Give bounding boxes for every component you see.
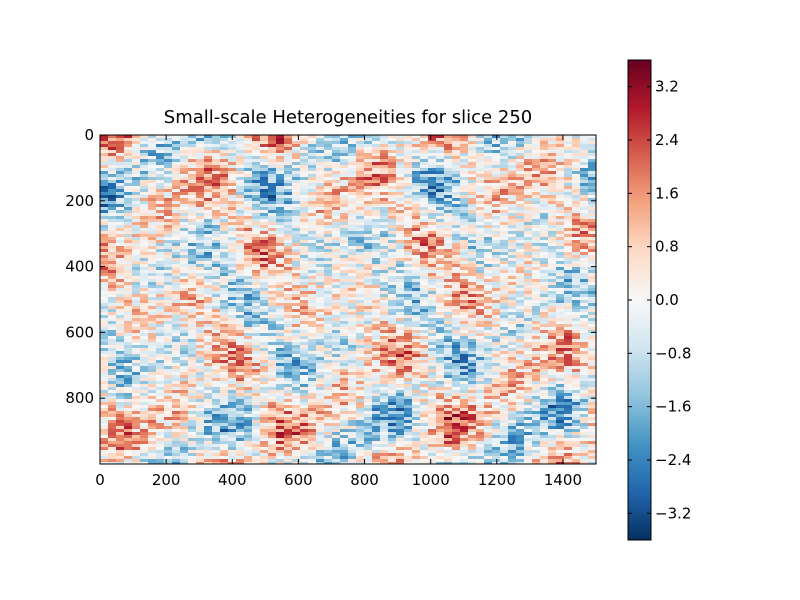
colorbar-tick-label: 0.0 (655, 291, 679, 309)
y-axis-ticks: 0 200 400 600 800 (65, 126, 596, 407)
y-tick-label: 0 (84, 126, 94, 144)
colorbar-tick-label: −0.8 (655, 344, 691, 362)
x-tick-label: 800 (350, 471, 379, 489)
plot-frame (99, 134, 597, 465)
x-tick-label: 600 (284, 471, 313, 489)
chart-title: Small-scale Heterogeneities for slice 25… (164, 107, 532, 128)
colorbar-tick-label: 1.6 (655, 184, 679, 202)
y-tick-label: 400 (65, 258, 94, 276)
y-tick-label: 800 (65, 389, 94, 407)
colorbar-tick-label: 0.8 (655, 238, 679, 256)
x-axis-ticks: 0 200 400 600 800 1000 1200 1400 (95, 135, 582, 489)
colorbar: 3.2 2.4 1.6 0.8 0.0 −0.8 −1.6 −2.4 −3.2 (627, 59, 691, 541)
x-tick-label: 0 (95, 471, 105, 489)
x-tick-label: 1200 (478, 471, 516, 489)
colorbar-ticks: 3.2 2.4 1.6 0.8 0.0 −0.8 −1.6 −2.4 −3.2 (628, 78, 691, 522)
colorbar-tick-label: −2.4 (655, 451, 691, 469)
colorbar-tick-label: −3.2 (655, 504, 691, 522)
heatmap-image (100, 135, 596, 464)
x-tick-label: 1000 (412, 471, 450, 489)
x-tick-label: 400 (218, 471, 247, 489)
colorbar-tick-label: 3.2 (655, 78, 679, 96)
colorbar-tick-label: 2.4 (655, 131, 679, 149)
colorbar-tick-label: −1.6 (655, 398, 691, 416)
y-tick-label: 600 (65, 323, 94, 341)
x-tick-label: 1400 (544, 471, 582, 489)
y-tick-label: 200 (65, 192, 94, 210)
x-tick-label: 200 (152, 471, 181, 489)
